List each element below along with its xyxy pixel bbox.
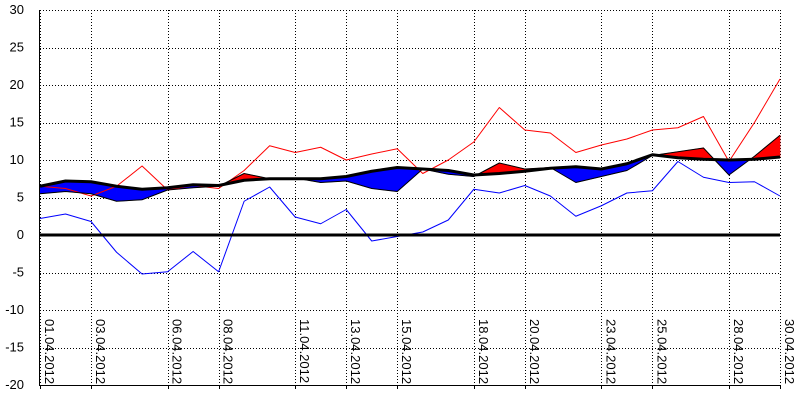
x-tick-label: 25.04.2012 (654, 319, 669, 384)
axes (39, 10, 781, 386)
normal-mean-line (39, 153, 781, 191)
y-tick-label: 15 (10, 115, 24, 130)
y-tick-label: -20 (5, 377, 24, 392)
y-tick-label: -5 (12, 265, 24, 280)
y-tick-label: 10 (10, 152, 24, 167)
y-tick-label: 0 (17, 227, 24, 242)
x-tick-label: 11.04.2012 (297, 319, 312, 383)
x-tick-label: 13.04.2012 (348, 319, 363, 384)
y-tick-label: -15 (5, 340, 24, 355)
x-tick-label: 18.04.2012 (476, 319, 491, 384)
x-tick-label: 30.04.2012 (782, 319, 797, 384)
y-tick-label: 20 (10, 77, 24, 92)
max-temperature-line (39, 78, 781, 197)
x-tick-label: 20.04.2012 (527, 319, 542, 384)
x-tick-label: 01.04.2012 (42, 319, 57, 384)
x-tick-label: 28.04.2012 (731, 319, 746, 384)
x-tick-labels: 01.04.2012 03.04.2012 06.04.2012 08.04.2012… (42, 319, 797, 384)
y-tick-labels: -20 -15 -10 -5 0 5 10 15 20 25 30 (5, 2, 24, 392)
x-tick-label: 03.04.2012 (93, 319, 108, 384)
y-tick-label: -10 (5, 302, 24, 317)
x-tick-label: 23.04.2012 (603, 319, 618, 384)
y-tick-label: 5 (17, 190, 24, 205)
series-lines (39, 78, 781, 275)
y-tick-label: 25 (10, 40, 24, 55)
x-tick-label: 08.04.2012 (221, 319, 236, 384)
x-tick-label: 15.04.2012 (399, 319, 414, 384)
y-tick-label: 30 (10, 2, 24, 17)
x-tick-label: 06.04.2012 (170, 319, 185, 384)
